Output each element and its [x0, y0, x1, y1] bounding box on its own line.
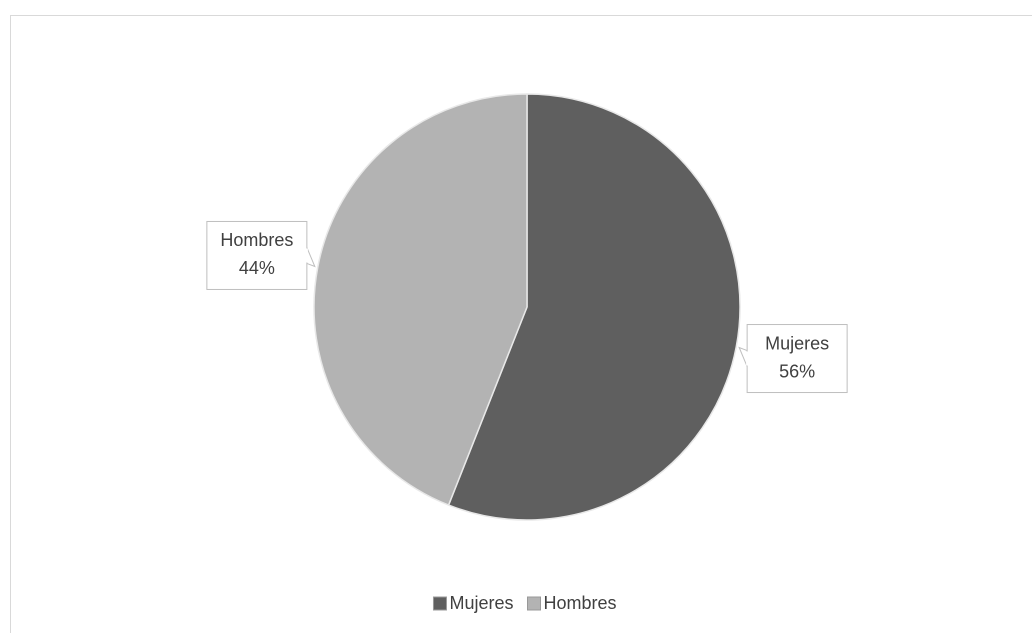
data-label-value: 56% [779, 361, 815, 381]
legend-label: Mujeres [449, 593, 513, 613]
legend-swatch [433, 597, 446, 610]
callout-cover [306, 248, 308, 262]
data-label-name: Hombres [220, 230, 293, 250]
legend-label: Hombres [544, 593, 617, 613]
legend-swatch [528, 597, 541, 610]
data-label-name: Mujeres [765, 333, 829, 353]
data-label-value: 44% [239, 258, 275, 278]
callout-cover [746, 352, 748, 366]
